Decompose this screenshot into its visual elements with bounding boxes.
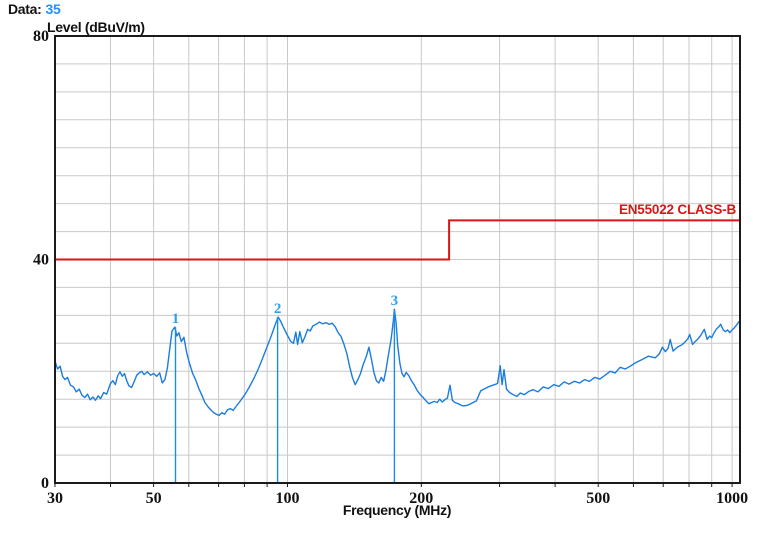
data-label: Data:	[8, 1, 42, 17]
limit-line	[55, 219, 740, 261]
x-tick-label-200: 200	[409, 490, 433, 507]
y-axis-title: Level (dBuV/m)	[47, 19, 145, 35]
x-tick-label-30: 30	[47, 490, 63, 507]
data-value: 35	[45, 1, 61, 17]
trace-layer	[54, 308, 741, 417]
peak-marker-label-2: 2	[274, 301, 282, 317]
x-tick-label-100: 100	[276, 490, 300, 507]
data-header: Data: 35	[8, 1, 61, 17]
x-tick-label-1000: 1000	[716, 490, 748, 507]
measurement-trace	[54, 308, 741, 417]
x-axis-title: Frequency (MHz)	[342, 502, 452, 518]
x-tick-label-500: 500	[586, 490, 610, 507]
plot-border	[54, 35, 741, 484]
y-tick-label-80: 80	[33, 28, 49, 45]
x-axis-ticks	[54, 483, 733, 487]
x-tick-label-50: 50	[146, 490, 162, 507]
y-tick-label-0: 0	[41, 475, 49, 492]
peak-marker-label-1: 1	[172, 311, 180, 327]
y-tick-label-40: 40	[33, 252, 49, 269]
limit-line-label: EN55022 CLASS-B	[618, 202, 736, 217]
peak-marker-label-3: 3	[391, 293, 399, 309]
